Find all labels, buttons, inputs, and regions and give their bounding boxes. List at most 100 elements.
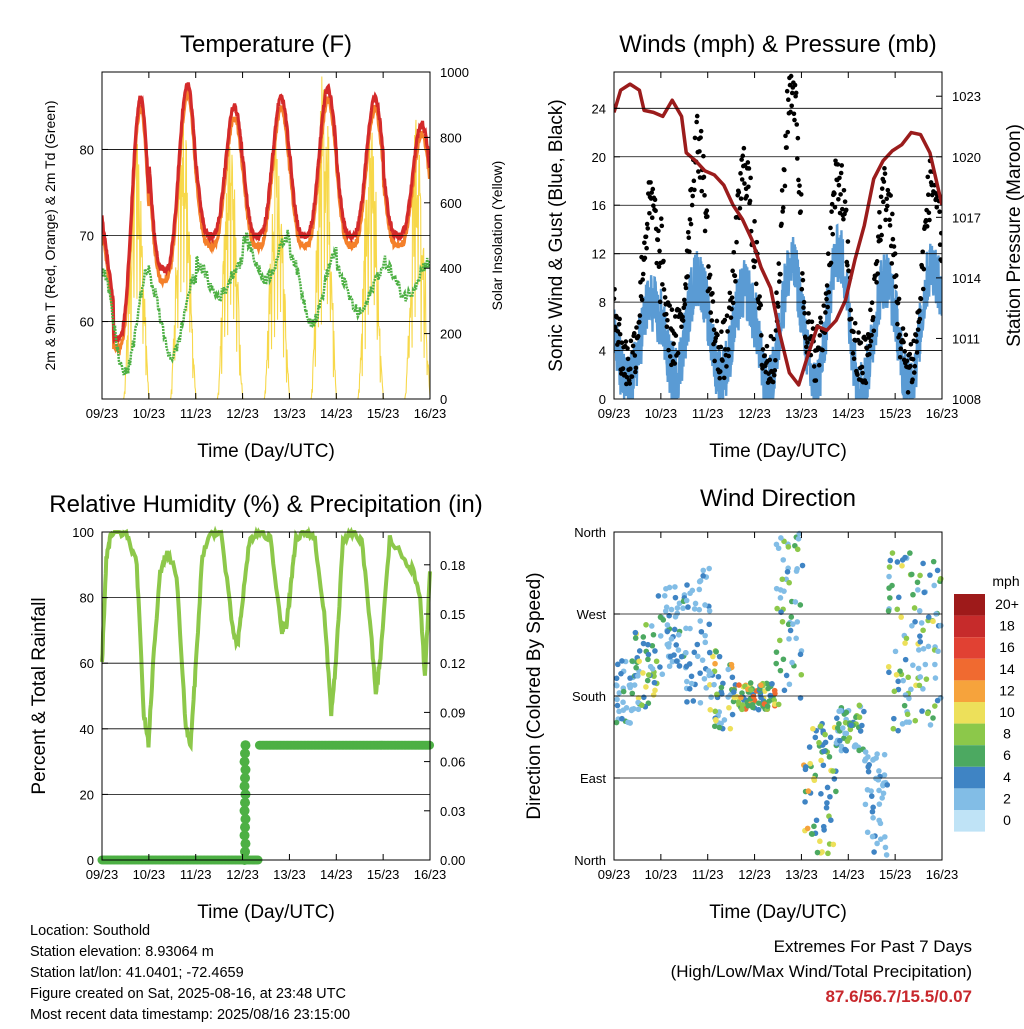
gust-point <box>811 364 817 369</box>
direction-point <box>696 606 703 613</box>
gust-point <box>818 315 823 321</box>
humidity-xtick-label: 11/23 <box>180 867 212 882</box>
gust-point <box>773 357 778 363</box>
direction-point <box>748 687 754 693</box>
direction-point <box>811 776 817 782</box>
gust-point <box>881 179 887 184</box>
direction-point <box>707 682 713 688</box>
direction-point <box>756 700 762 706</box>
direction-point <box>710 653 716 660</box>
gust-point <box>889 261 895 266</box>
gust-point <box>741 145 747 151</box>
direction-point <box>827 734 834 741</box>
precipitation-point <box>239 756 250 767</box>
direction-point <box>672 594 679 601</box>
gust-point <box>663 311 669 317</box>
direction-point <box>766 698 773 704</box>
humidity-xtick-label: 14/23 <box>320 867 353 882</box>
humidity-xtick-label: 09/23 <box>86 867 119 882</box>
direction-point <box>811 823 817 830</box>
direction-point <box>877 820 884 827</box>
gust-point <box>896 296 902 302</box>
gust-point <box>887 223 893 228</box>
gust-point <box>851 329 856 335</box>
direction-point <box>839 725 846 731</box>
legend-label: 14 <box>999 661 1015 677</box>
direction-point <box>894 606 901 613</box>
direction-point <box>707 707 714 713</box>
direction-point <box>690 698 697 704</box>
direction-point <box>876 801 883 807</box>
direction-point <box>726 704 732 711</box>
gust-point <box>786 97 791 103</box>
latlon-text: Station lat/lon: 41.0401; -72.4659 <box>30 965 244 981</box>
gust-point <box>883 207 889 213</box>
direction-point <box>870 815 876 821</box>
gust-point <box>637 319 642 325</box>
direction-point <box>715 673 722 680</box>
direction-point <box>645 651 652 658</box>
direction-point <box>764 703 771 710</box>
gust-point <box>888 193 893 198</box>
direction-point <box>883 852 890 858</box>
gust-point <box>667 303 672 308</box>
direction-point <box>886 669 892 676</box>
gust-point <box>748 175 753 181</box>
direction-point <box>688 673 695 680</box>
direction-point <box>659 671 666 678</box>
direction-point <box>721 717 728 723</box>
gust-point <box>796 177 801 183</box>
gust-point <box>804 344 809 350</box>
temperature-ytick-right-label: 1000 <box>440 65 469 80</box>
direction-point <box>785 544 792 550</box>
direction-point <box>700 567 707 574</box>
legend-label: 12 <box>999 682 1015 698</box>
gust-point <box>637 313 643 318</box>
direction-point <box>857 728 864 734</box>
gust-point <box>859 364 865 370</box>
gust-point <box>829 209 834 214</box>
direction-point <box>643 684 649 690</box>
winds-ytick-right-label: 1008 <box>952 392 981 407</box>
gust-point <box>688 221 694 227</box>
direction-point <box>870 756 877 763</box>
gust-point <box>644 221 650 227</box>
gust-point <box>681 297 687 303</box>
direction-point <box>652 687 658 694</box>
relative-humidity-line <box>100 525 432 753</box>
gust-point <box>937 209 942 215</box>
direction-point <box>920 645 927 652</box>
direction-xtick-label: 09/23 <box>598 867 631 882</box>
direction-point <box>932 703 938 709</box>
direction-point <box>905 674 912 681</box>
gust-point <box>904 358 910 364</box>
gust-point <box>619 340 625 346</box>
direction-point <box>664 622 671 628</box>
gust-point <box>875 271 881 276</box>
direction-point <box>631 682 638 688</box>
gust-point <box>661 258 666 264</box>
direction-point <box>651 679 658 686</box>
gust-point <box>878 194 884 200</box>
gust-point <box>764 343 770 349</box>
gust-point <box>910 356 916 362</box>
gust-point <box>642 255 648 261</box>
direction-point <box>643 621 649 628</box>
direction-point <box>937 622 944 629</box>
gust-point <box>784 88 790 94</box>
gust-point <box>879 232 884 238</box>
direction-point <box>627 675 633 681</box>
direction-point <box>823 804 830 811</box>
direction-point <box>669 658 676 665</box>
direction-point <box>655 593 662 599</box>
gust-point <box>799 286 805 292</box>
humidity-ytick-right-label: 0.09 <box>440 705 465 720</box>
humidity-ytick-right-label: 0.00 <box>440 853 465 868</box>
direction-point <box>818 757 824 764</box>
humidity-xtick-label: 12/23 <box>226 867 259 882</box>
temperature-ylabel-right: Solar Insolation (Yellow) <box>489 161 505 311</box>
direction-point <box>619 658 625 664</box>
direction-point <box>807 760 813 767</box>
gust-point <box>937 242 942 248</box>
direction-point <box>614 696 620 703</box>
